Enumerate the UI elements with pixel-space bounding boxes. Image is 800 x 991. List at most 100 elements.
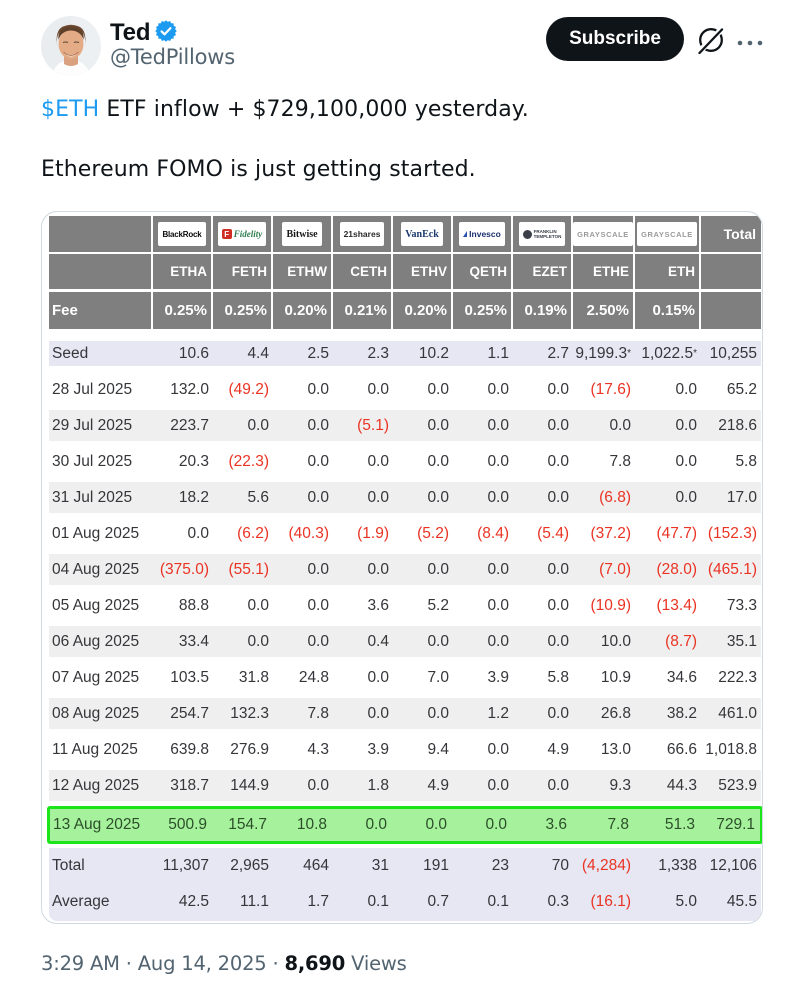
row-label: 31 Jul 2025 [49,482,153,513]
row-label: 30 Jul 2025 [49,446,153,477]
value-cell: 35.1 [701,626,761,657]
value-cell: 132.3 [213,698,273,729]
row-label: Seed [49,341,153,366]
avatar[interactable] [41,16,101,76]
bitwise-logo: Bitwise [282,222,322,246]
grayscale-logo: GRAYSCALE [637,222,697,246]
value-cell: 0.0 [513,482,573,513]
tweet-line-2: Ethereum FOMO is just getting started. [41,157,476,182]
value-cell: (37.2) [573,518,635,549]
value-cell: 10,255 [701,341,761,366]
tweet-header: Ted @TedPillows Subscribe [41,16,763,78]
timestamp-date[interactable]: Aug 14, 2025 [137,952,267,975]
value-cell: 191 [423,857,449,874]
table-row: 31 Jul 2025 18.2 5.6 0.0 0.0 0.0 0.0 0.0 (6.8) 0.… [49,482,761,513]
fee-value: 0.15% [635,292,701,329]
subscribe-button[interactable]: Subscribe [546,17,684,61]
value-cell: (55.1) [213,554,273,585]
value-cell: 7.8 [607,816,629,833]
value-cell: 7.0 [393,662,453,693]
value-cell: 3.6 [333,590,393,621]
value-cell: 0.0 [213,626,273,657]
timestamp-time[interactable]: 3:29 AM [41,952,120,975]
value-cell: 3.9 [453,662,513,693]
value-cell: 0.0 [333,446,393,477]
ticker-EZET: EZET [513,254,573,289]
value-cell: 0.0 [453,374,513,405]
value-cell: 11.1 [239,893,269,910]
value-cell: 0.0 [273,590,333,621]
separator-dot: · [272,952,279,975]
value-cell: 44.3 [635,770,701,801]
value-cell: 132.0 [153,374,213,405]
user-handle[interactable]: @TedPillows [110,45,235,69]
value-cell: 3.6 [545,816,567,833]
21shares-logo: 21shares [339,222,385,246]
value-cell: 5.2 [393,590,453,621]
value-cell: 4.4 [213,341,273,366]
grok-button[interactable] [696,25,726,55]
value-cell: (1.9) [333,518,393,549]
value-cell: (6.8) [573,482,635,513]
fee-value: 0.25% [153,292,213,329]
fee-value: 0.25% [213,292,273,329]
value-cell: 0.0 [393,374,453,405]
value-cell: 7.8 [573,446,635,477]
value-cell: 66.6 [635,734,701,765]
ticker-empty [49,254,153,289]
value-cell: 0.0 [513,446,573,477]
table-row: 28 Jul 2025 132.0 (49.2) 0.0 0.0 0.0 0.0 0.0 (17… [49,374,761,405]
value-cell: 33.4 [153,626,213,657]
cashtag-link[interactable]: $ETH [41,97,100,122]
value-cell: 88.8 [153,590,213,621]
value-cell: 154.7 [228,816,267,833]
value-cell: 45.5 [726,893,757,910]
value-cell: 10.0 [573,626,635,657]
value-cell: 11,307 [162,857,209,874]
value-cell: 0.0 [573,410,635,441]
value-cell: 5.0 [675,893,697,910]
value-cell: 10.9 [573,662,635,693]
value-cell: (13.4) [635,590,701,621]
value-cell: 0.0 [635,446,701,477]
value-cell: 0.0 [485,816,507,833]
value-cell: 0.0 [513,770,573,801]
more-button[interactable] [737,37,763,45]
value-cell: 0.0 [453,446,513,477]
table-row: 11 Aug 2025 639.8 276.9 4.3 3.9 9.4 0.0 4.9 13.0… [49,734,761,765]
value-cell: 70 [551,857,569,874]
value-cell: 0.0 [513,410,573,441]
ticker-row: ETHA FETH ETHW CETH ETHV QETH EZET ETHE ETH [49,254,761,289]
value-cell: (10.9) [573,590,635,621]
tweet-media-table[interactable]: BlackRock F Fidelity Bitwise 21shares VanEck I… [41,211,763,924]
value-cell: 0.0 [333,374,393,405]
value-cell: 0.0 [393,698,453,729]
value-cell: (17.6) [573,374,635,405]
value-cell: 10.8 [296,816,327,833]
total-column-header: Total [701,216,761,252]
value-cell: 254.7 [153,698,213,729]
value-cell: 0.4 [333,626,393,657]
display-name[interactable]: Ted [110,19,151,46]
value-cell: 0.0 [273,554,333,585]
value-cell: 31 [371,857,389,874]
tweet-text: $ETH ETF inflow + $729,100,000 yesterday… [41,96,761,183]
value-cell: 38.2 [635,698,701,729]
fidelity-logo: F Fidelity [217,222,267,246]
ticker-QETH: QETH [453,254,513,289]
value-cell: 0.0 [393,446,453,477]
table-row: Average 42.5 11.1 1.7 0.1 0.7 0.1 0.3 (16.1) 5.0 4… [49,884,761,920]
value-cell: 2.7 [513,341,573,366]
value-cell: (375.0) [153,554,213,585]
row-label: 29 Jul 2025 [49,410,153,441]
table-row: 08 Aug 2025 254.7 132.3 7.8 0.0 0.0 1.2 0.0 26.8… [49,698,761,729]
row-label: 13 Aug 2025 [53,816,141,833]
value-cell: 0.0 [213,410,273,441]
blackrock-logo: BlackRock [158,222,206,246]
value-cell: 0.0 [333,482,393,513]
value-cell: 9,199.3 * [573,341,635,366]
value-cell: (47.7) [635,518,701,549]
value-cell: 0.0 [453,770,513,801]
value-cell: 20.3 [153,446,213,477]
row-label: 12 Aug 2025 [49,770,153,801]
